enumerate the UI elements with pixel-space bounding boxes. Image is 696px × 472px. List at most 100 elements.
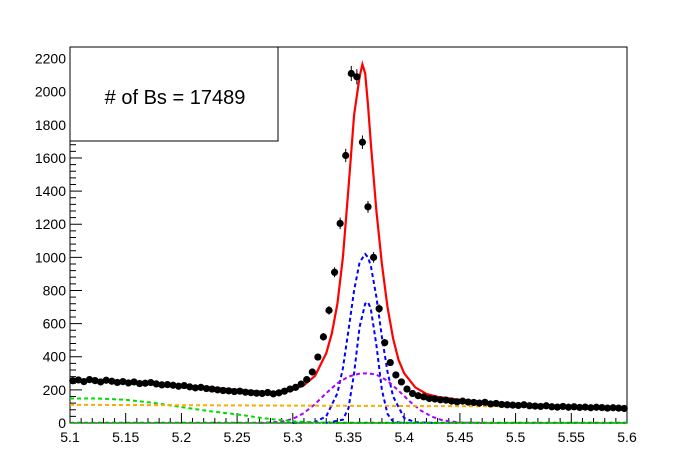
data-point xyxy=(197,383,205,391)
data-point xyxy=(509,401,517,409)
data-point xyxy=(420,393,428,401)
data-point xyxy=(175,382,183,390)
x-tick-label: 5.4 xyxy=(394,429,414,445)
data-point xyxy=(136,379,144,388)
annotation-text: # of Bs = 17489 xyxy=(105,87,246,109)
fit-curve-2 xyxy=(292,252,438,424)
data-point xyxy=(358,138,367,146)
data-point xyxy=(531,402,539,410)
x-tick-label: 5.25 xyxy=(223,429,250,445)
x-tick-label: 5.1 xyxy=(60,429,80,445)
data-point xyxy=(163,380,172,389)
data-point xyxy=(147,378,155,387)
data-point xyxy=(615,404,623,412)
data-point xyxy=(241,388,250,396)
data-point xyxy=(447,397,456,405)
data-point xyxy=(397,378,406,386)
data-point xyxy=(169,381,177,389)
data-point xyxy=(330,268,339,276)
data-point xyxy=(275,389,283,397)
data-point xyxy=(108,377,116,385)
data-point xyxy=(269,390,277,398)
data-point xyxy=(191,384,199,392)
x-tick-label: 5.55 xyxy=(558,429,585,445)
data-point xyxy=(520,401,528,409)
data-point xyxy=(85,376,94,384)
data-point xyxy=(442,396,450,404)
data-point xyxy=(180,381,188,390)
data-point xyxy=(459,397,467,405)
data-point xyxy=(297,380,305,388)
data-point xyxy=(280,387,289,395)
x-tick-label: 5.35 xyxy=(335,429,362,445)
data-point xyxy=(225,387,233,395)
data-point xyxy=(392,371,400,379)
x-tick-label: 5.45 xyxy=(446,429,473,445)
data-point xyxy=(570,403,578,411)
data-point xyxy=(620,404,628,413)
data-point xyxy=(319,333,328,341)
data-point xyxy=(559,402,567,411)
data-point xyxy=(403,385,411,393)
data-point xyxy=(113,378,121,387)
data-point xyxy=(375,305,383,313)
x-tick-label: 5.5 xyxy=(506,429,526,445)
data-point xyxy=(336,219,344,228)
data-point xyxy=(475,399,483,407)
data-point xyxy=(414,392,422,400)
data-point xyxy=(353,73,361,81)
data-point xyxy=(252,389,261,397)
data-point xyxy=(581,403,589,411)
y-tick-label: 400 xyxy=(43,349,67,365)
data-point xyxy=(492,399,500,408)
data-point xyxy=(470,398,478,407)
data-point xyxy=(97,378,105,386)
data-point xyxy=(247,389,255,397)
data-point xyxy=(486,400,495,408)
data-point xyxy=(308,368,316,376)
data-point xyxy=(208,385,216,393)
data-point xyxy=(603,404,612,412)
data-point xyxy=(503,401,511,409)
data-point xyxy=(303,376,311,384)
data-point xyxy=(592,403,600,411)
data-point xyxy=(369,253,378,261)
data-point xyxy=(576,403,584,412)
data-point xyxy=(525,402,534,410)
x-tick-label: 5.6 xyxy=(617,429,637,445)
x-tick-label: 5.15 xyxy=(112,429,139,445)
data-point xyxy=(598,403,606,412)
data-point xyxy=(80,377,88,386)
y-tick-label: 0 xyxy=(58,415,66,431)
data-point xyxy=(364,203,372,211)
data-point xyxy=(141,379,149,387)
data-point xyxy=(347,69,355,78)
data-point xyxy=(564,403,573,411)
data-point xyxy=(436,396,445,404)
y-tick-label: 1800 xyxy=(35,117,66,133)
data-point xyxy=(219,386,227,395)
data-point xyxy=(286,385,294,393)
y-tick-label: 800 xyxy=(43,282,67,298)
data-point xyxy=(230,387,238,396)
y-tick-label: 2200 xyxy=(35,51,66,67)
data-point xyxy=(453,398,461,406)
y-tick-label: 1200 xyxy=(35,216,66,232)
data-point xyxy=(258,389,266,398)
data-point xyxy=(69,377,77,385)
annotation-box: # of Bs = 17489 xyxy=(69,46,279,142)
data-point xyxy=(481,398,489,406)
y-tick-label: 2000 xyxy=(35,84,66,100)
data-point xyxy=(425,394,433,403)
y-tick-label: 200 xyxy=(43,382,67,398)
fit-curve-3 xyxy=(326,300,405,424)
data-point xyxy=(342,151,350,160)
data-point xyxy=(587,404,595,412)
data-point xyxy=(381,339,389,347)
data-point xyxy=(291,383,300,391)
y-tick-label: 1600 xyxy=(35,150,66,166)
data-point xyxy=(264,388,272,397)
data-point xyxy=(124,379,133,387)
